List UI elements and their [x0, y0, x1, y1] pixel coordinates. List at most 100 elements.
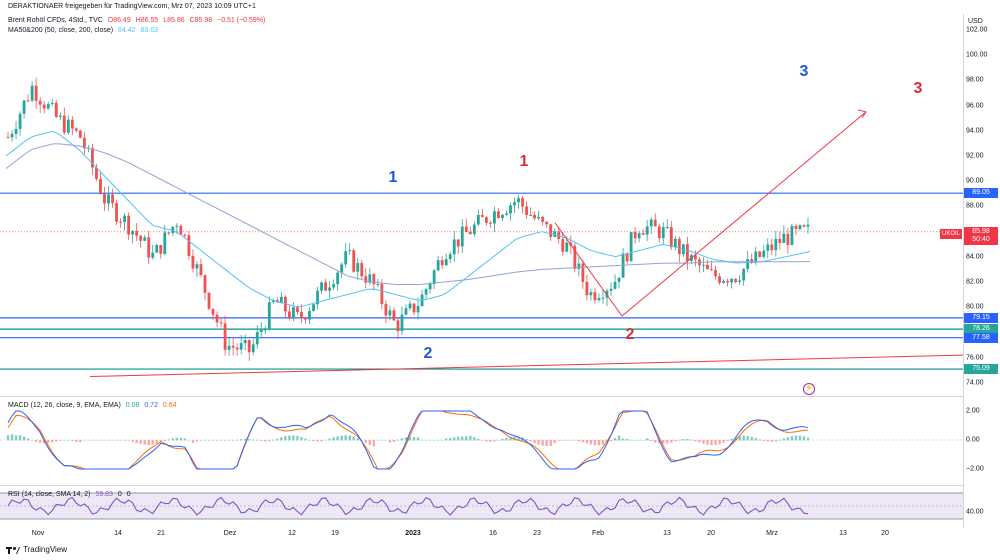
macd-histogram-bar: [537, 440, 540, 445]
macd-histogram-bar: [412, 436, 416, 441]
rsi-plot: [0, 492, 963, 520]
tradingview-brand[interactable]: TradingView: [6, 545, 67, 554]
candle-body: [782, 233, 786, 244]
change-value: −0.51 (−0.59%): [217, 17, 266, 24]
time-tick: 16: [489, 530, 497, 537]
macd-histogram-bar: [380, 440, 384, 441]
macd-histogram-bar: [143, 440, 146, 445]
candle-body: [617, 277, 621, 282]
macd-histogram-bar: [324, 439, 327, 441]
macd-histogram-bar: [348, 435, 351, 441]
candle-body: [159, 245, 163, 254]
price-tick: 84.00: [966, 253, 984, 261]
macd-tick: 2.00: [966, 407, 980, 415]
time-tick: 12: [288, 530, 296, 537]
candle-body: [541, 216, 545, 222]
candle-body: [513, 202, 516, 206]
candle-body: [653, 219, 657, 227]
symbol-legend[interactable]: Brent Rohöl CFDs, 4Std., TVC O86.49 H86.…: [8, 17, 268, 24]
macd-histogram-bar: [509, 436, 512, 441]
wave-label: 1: [519, 153, 529, 170]
macd-histogram-bar: [525, 439, 528, 441]
macd-legend[interactable]: MACD (12, 26, close, 9, EMA, EMA) 0.08 0…: [8, 402, 180, 409]
macd-histogram-bar: [296, 435, 299, 441]
macd-histogram-bar: [609, 440, 613, 442]
macd-histogram-bar: [235, 439, 239, 441]
candle-body: [706, 264, 709, 270]
macd-histogram-bar: [219, 440, 223, 441]
price-tick: 94.00: [966, 127, 984, 135]
price-tick: 98.00: [966, 76, 984, 84]
candle-body: [484, 217, 488, 223]
candle-body: [456, 239, 460, 247]
flash-icon[interactable]: ⚡: [803, 383, 815, 395]
price-tick: 90.00: [966, 177, 984, 185]
macd-histogram-bar: [103, 440, 106, 441]
macd-histogram-bar: [392, 440, 396, 442]
candle-body: [432, 270, 436, 284]
arrow-head-icon: [857, 109, 867, 119]
macd-histogram-bar: [131, 440, 134, 442]
rsi-legend[interactable]: RSI (14, close, SMA 14, 2) 59.83 0 0: [8, 491, 134, 498]
macd-histogram-bar: [272, 439, 275, 441]
candle-body: [251, 344, 255, 353]
currency-label: USD: [968, 18, 983, 25]
macd-histogram-bar: [730, 438, 733, 441]
macd-tick: 0.00: [966, 436, 980, 444]
wave-label: 3: [799, 63, 809, 80]
candle-body: [730, 278, 734, 283]
macd-histogram-bar: [256, 439, 259, 441]
macd-histogram-bar: [376, 440, 380, 441]
macd-histogram-bar: [59, 440, 62, 441]
macd-label: MACD (12, 26, close, 9, EMA, EMA): [8, 402, 121, 409]
macd-histogram-bar: [686, 439, 689, 441]
macd-histogram-bar: [650, 440, 653, 441]
macd-signal-value: 0.64: [162, 402, 177, 409]
macd-histogram-bar: [754, 438, 757, 441]
candle-body: [296, 307, 299, 313]
pane-separator-rsi[interactable]: [0, 485, 963, 486]
candle-body: [472, 224, 476, 235]
wave-label: 3: [913, 80, 923, 97]
macd-histogram-bar: [360, 440, 363, 441]
candle-body: [774, 238, 778, 251]
macd-histogram-bar: [698, 440, 701, 443]
candle-body: [489, 222, 492, 224]
macd-histogram-bar: [794, 435, 798, 441]
candle-body: [593, 292, 597, 301]
macd-histogram-bar: [67, 439, 70, 441]
macd-histogram-bar: [400, 438, 404, 441]
macd-histogram-bar: [408, 436, 412, 441]
macd-histogram-bar: [670, 440, 673, 443]
trend-line-down: [554, 222, 623, 317]
wave-label: 1: [388, 169, 398, 186]
candle-body: [171, 226, 175, 233]
candle-body: [30, 85, 34, 101]
candle-body: [766, 244, 770, 251]
macd-histogram-bar: [658, 440, 661, 444]
candle-body: [444, 259, 448, 266]
macd-histogram-bar: [718, 440, 721, 445]
macd-histogram-bar: [561, 440, 564, 441]
rsi-tick: 40.00: [966, 508, 984, 516]
candle-body: [521, 198, 524, 207]
candle-body: [476, 214, 480, 225]
macd-histogram-bar: [147, 440, 150, 445]
rsi-value: 59.83: [95, 491, 113, 498]
macd-histogram-bar: [529, 440, 532, 442]
candle-body: [408, 303, 412, 309]
macd-histogram-bar: [654, 440, 657, 443]
macd-histogram-bar: [344, 435, 347, 441]
ma-legend[interactable]: MA50&200 (50, close, 200, close) 84.42 8…: [8, 27, 161, 34]
candle-body: [529, 214, 533, 216]
time-tick: 13: [839, 530, 847, 537]
macd-histogram-bar: [770, 440, 774, 442]
candle-body: [115, 202, 118, 222]
macd-histogram-bar: [613, 438, 617, 441]
candle-body: [734, 278, 738, 282]
macd-histogram-bar: [802, 436, 806, 441]
candle-body: [167, 232, 171, 234]
candle-body: [561, 238, 565, 252]
pane-separator-macd[interactable]: [0, 396, 963, 397]
